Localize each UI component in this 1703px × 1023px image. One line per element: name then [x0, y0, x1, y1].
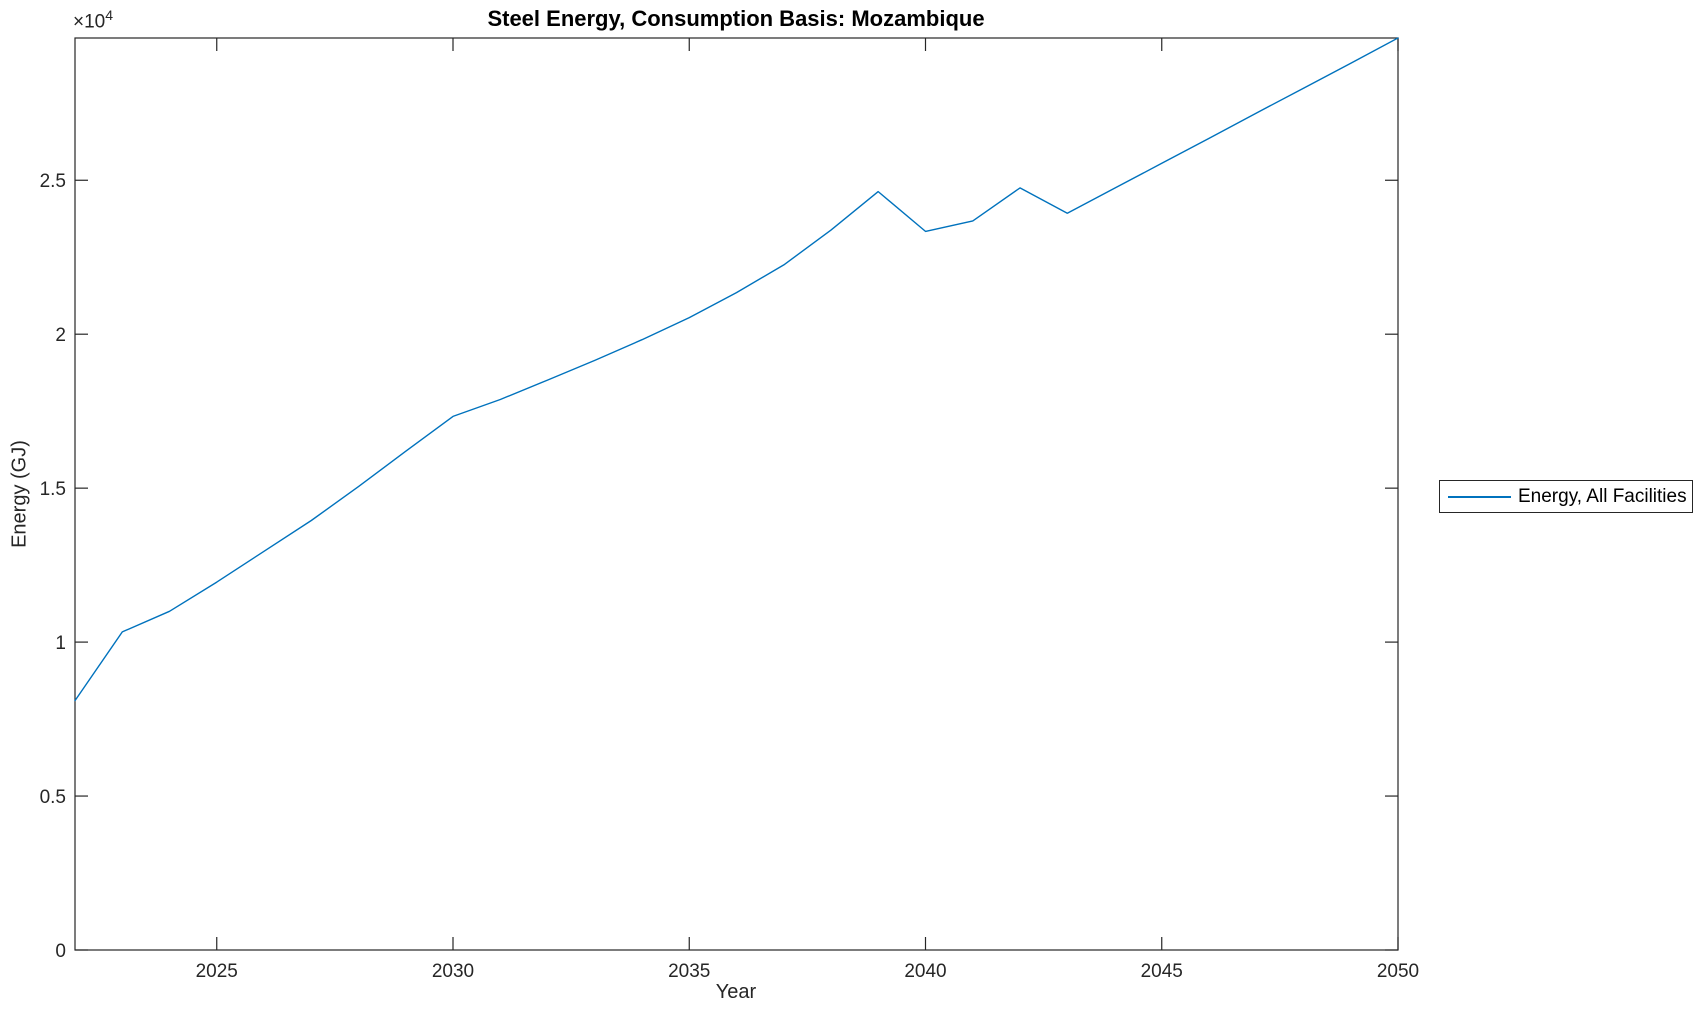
- axes-box: [74, 37, 1399, 951]
- x-tick-label: 2045: [1141, 961, 1183, 982]
- y-tick-label: 0.5: [40, 787, 66, 808]
- y-axis-label: Energy (GJ): [8, 440, 31, 548]
- chart-title: Steel Energy, Consumption Basis: Mozambi…: [487, 6, 985, 31]
- y-axis-exponent-power: 4: [105, 7, 114, 23]
- x-axis-label: Year: [715, 981, 757, 1003]
- x-tick-label: 2050: [1377, 961, 1419, 982]
- x-tick-label: 2035: [668, 961, 710, 982]
- y-tick-label: 1.5: [40, 479, 66, 500]
- y-tick-label: 2: [55, 325, 66, 346]
- x-tick-label: 2025: [196, 961, 238, 982]
- y-axis-exponent: ×104: [73, 7, 113, 33]
- legend: Energy, All Facilities: [1439, 480, 1693, 513]
- x-tick-label: 2040: [904, 961, 946, 982]
- y-tick-label: 2.5: [40, 171, 66, 192]
- y-tick-label: 1: [55, 633, 66, 654]
- legend-label: Energy, All Facilities: [1518, 485, 1687, 507]
- series-line-energy-all-facilities: [74, 37, 1399, 702]
- y-axis-exponent-base: ×10: [73, 11, 106, 33]
- x-tick-label: 2030: [432, 961, 474, 982]
- legend-line-sample-icon: [1448, 495, 1511, 498]
- y-tick-label: 0: [55, 941, 66, 962]
